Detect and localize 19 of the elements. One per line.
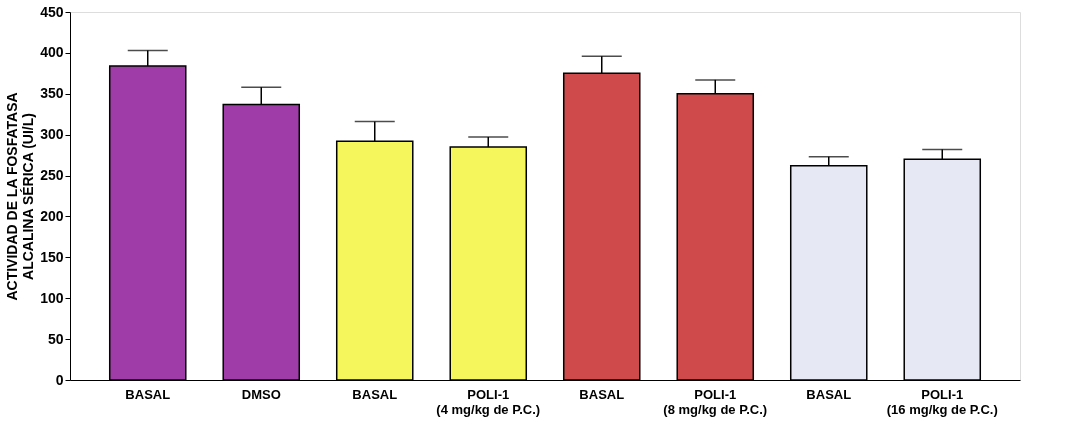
y-tick-label: 100 <box>40 289 64 306</box>
x-tick-label: BASAL <box>806 386 852 402</box>
x-tick-label: POLI-1 (8 mg/kg de P.C.) <box>663 386 768 417</box>
y-axis-title: ACTIVIDAD DE LA FOSFATASA ALCALINA SÉRICA (UI/L) <box>4 92 37 301</box>
x-tick-label: POLI-1 (16 mg/kg de P.C.) <box>886 386 998 417</box>
y-tick-label: 0 <box>55 371 64 388</box>
x-tick-label: BASAL <box>579 386 625 402</box>
y-tick-label: 450 <box>40 3 64 20</box>
y-tick-label: 250 <box>40 167 64 184</box>
y-tick-label: 400 <box>40 44 64 61</box>
x-tick-label: BASAL <box>352 386 398 402</box>
y-tick-label: 350 <box>40 85 64 102</box>
y-tick-label: 300 <box>40 126 64 143</box>
y-tick-label: 50 <box>47 330 64 347</box>
y-tick-label: 150 <box>40 248 64 265</box>
x-tick-label: BASAL <box>125 386 171 402</box>
x-tick-label: DMSO <box>241 386 281 402</box>
y-tick-label: 200 <box>40 207 64 224</box>
x-tick-label: POLI-1 (4 mg/kg de P.C.) <box>436 386 541 417</box>
